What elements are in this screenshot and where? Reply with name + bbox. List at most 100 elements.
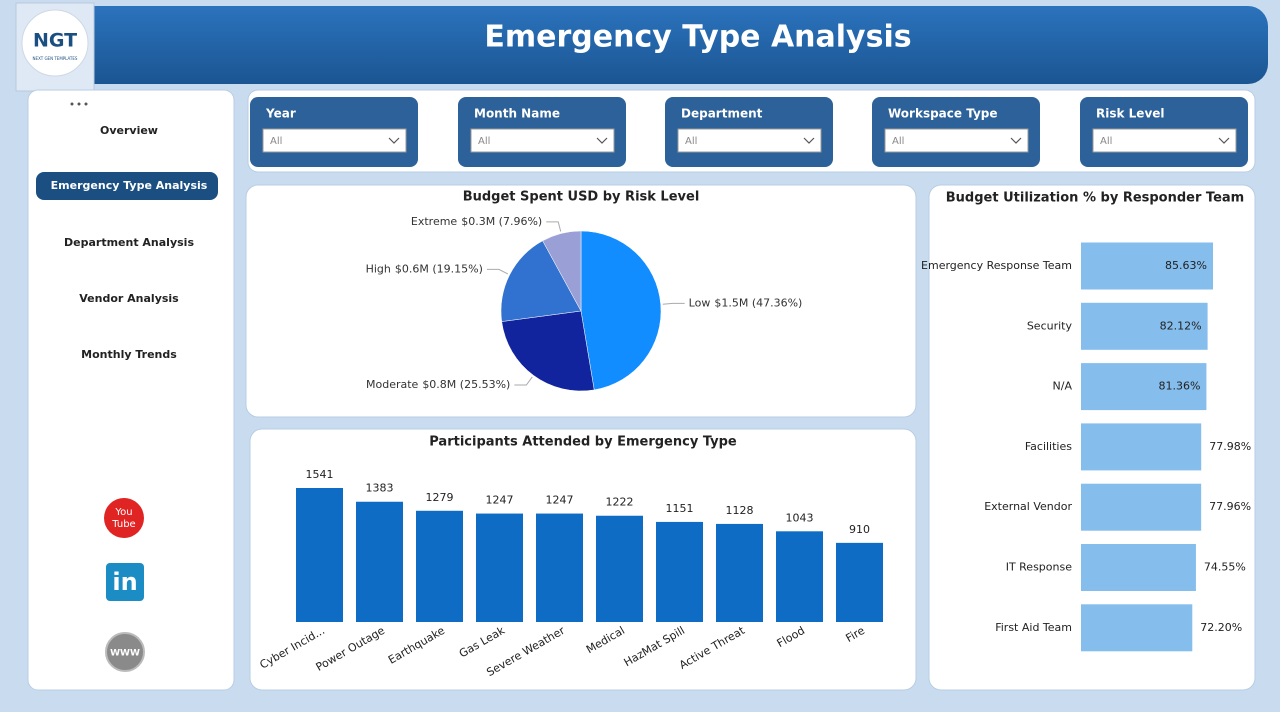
more-dot [84,102,88,106]
linkedin-text: in [112,568,137,596]
bar [476,513,523,622]
data-label: 1222 [606,496,634,509]
filter-value: All [892,136,904,147]
dropdown-chevron [596,137,608,144]
more-dot [70,102,74,106]
data-label: 1279 [426,491,454,504]
filter-value: All [270,136,282,147]
logo [21,9,89,77]
filter-label: Month Name [474,107,560,121]
pie-value-label: $1.5M (47.36%) [714,296,802,309]
leader-line [486,268,509,275]
bar [716,523,763,622]
filter-value: All [685,136,697,147]
logo-text: NGT [33,30,77,52]
y-tick-label: First Aid Team [995,621,1072,634]
bar [836,542,883,622]
data-label: 910 [849,523,870,536]
data-label: 1247 [546,494,574,507]
pie-value-label: $0.6M (19.15%) [395,262,483,275]
pie-slice [500,240,582,322]
pie-category: High [366,262,391,275]
data-label: 1541 [306,468,334,481]
leader-line [546,221,562,232]
y-tick-label: IT Response [1006,561,1073,574]
pie-slice [580,230,662,391]
y-tick-label: Security [1027,319,1073,332]
filter-dropdown[interactable] [884,128,1029,153]
chart-title: Budget Spent USD by Risk Level [463,190,700,205]
linkedin-icon[interactable] [106,563,144,601]
pie-value-label: $0.3M (7.96%) [461,215,542,228]
leader-line [514,376,533,386]
filter-value: All [478,136,490,147]
bar [536,513,583,622]
filter-value: All [1100,136,1112,147]
youtube-text: You [114,507,132,518]
nav-item[interactable]: Department Analysis [64,236,194,249]
data-label: 1043 [786,511,814,524]
nav-item[interactable]: Emergency Type Analysis [51,179,208,192]
filter-label: Workspace Type [888,107,998,121]
bar [776,531,823,622]
data-label: 81.36% [1158,380,1200,393]
pie-label: Low $1.5M (47.36%) [689,296,803,309]
nav-item[interactable]: Monthly Trends [81,348,177,361]
filter-dropdown[interactable] [1092,128,1237,153]
data-label: 1247 [486,494,514,507]
pie-value-label: $0.8M (25.53%) [422,378,510,391]
dropdown-chevron [388,137,400,144]
chart-title: Participants Attended by Emergency Type [429,435,737,450]
page-title: Emergency Type Analysis [484,20,911,55]
bar [1081,302,1208,350]
nav-item[interactable]: Overview [100,124,158,137]
bar [1081,544,1196,591]
nav-item[interactable]: Vendor Analysis [79,292,179,305]
y-tick-label: Emergency Response Team [921,259,1072,272]
filter-dropdown[interactable] [470,128,615,153]
youtube-icon[interactable] [104,498,144,538]
data-label: 82.12% [1160,319,1202,332]
data-label: 77.96% [1209,500,1251,513]
pie-label: High $0.6M (19.15%) [366,262,483,275]
dropdown-chevron [1218,137,1230,144]
data-label: 1383 [366,482,394,495]
leader-line [662,302,685,305]
filter-dropdown[interactable] [262,128,407,153]
data-label: 1128 [726,504,754,517]
nav-panel [27,89,235,691]
bar [356,501,403,622]
data-label: 74.55% [1204,561,1246,574]
y-tick-label: Facilities [1025,440,1072,453]
data-label: 77.98% [1209,440,1251,453]
more-dot [77,102,81,106]
filter-label: Risk Level [1096,107,1165,121]
logo-tagline: NEXT GEN TEMPLATES [33,56,78,61]
bar [1081,604,1193,652]
pie-category: Extreme [411,215,458,228]
bar [656,521,703,622]
web-icon[interactable] [105,632,145,672]
web-text: WWW [110,649,140,659]
bar [416,510,463,622]
pie-label: Extreme $0.3M (7.96%) [411,215,542,228]
y-tick-label: External Vendor [984,500,1072,513]
bar [1081,242,1213,290]
pie-slice [501,310,595,392]
bar [1081,423,1202,471]
y-tick-label: N/A [1053,380,1073,393]
dropdown-chevron [803,137,815,144]
nav-active [36,172,218,200]
header-bar [18,6,1268,84]
dropdown-chevron [1010,137,1022,144]
data-label: 72.20% [1200,621,1242,634]
data-label: 85.63% [1165,259,1207,272]
filter-label: Year [265,107,296,121]
pie-category: Low [689,296,711,309]
bar [596,515,643,622]
bar [1081,363,1207,411]
chart-title: Budget Utilization % by Responder Team [946,191,1244,206]
youtube-text: Tube [111,519,135,530]
filter-dropdown[interactable] [677,128,822,153]
